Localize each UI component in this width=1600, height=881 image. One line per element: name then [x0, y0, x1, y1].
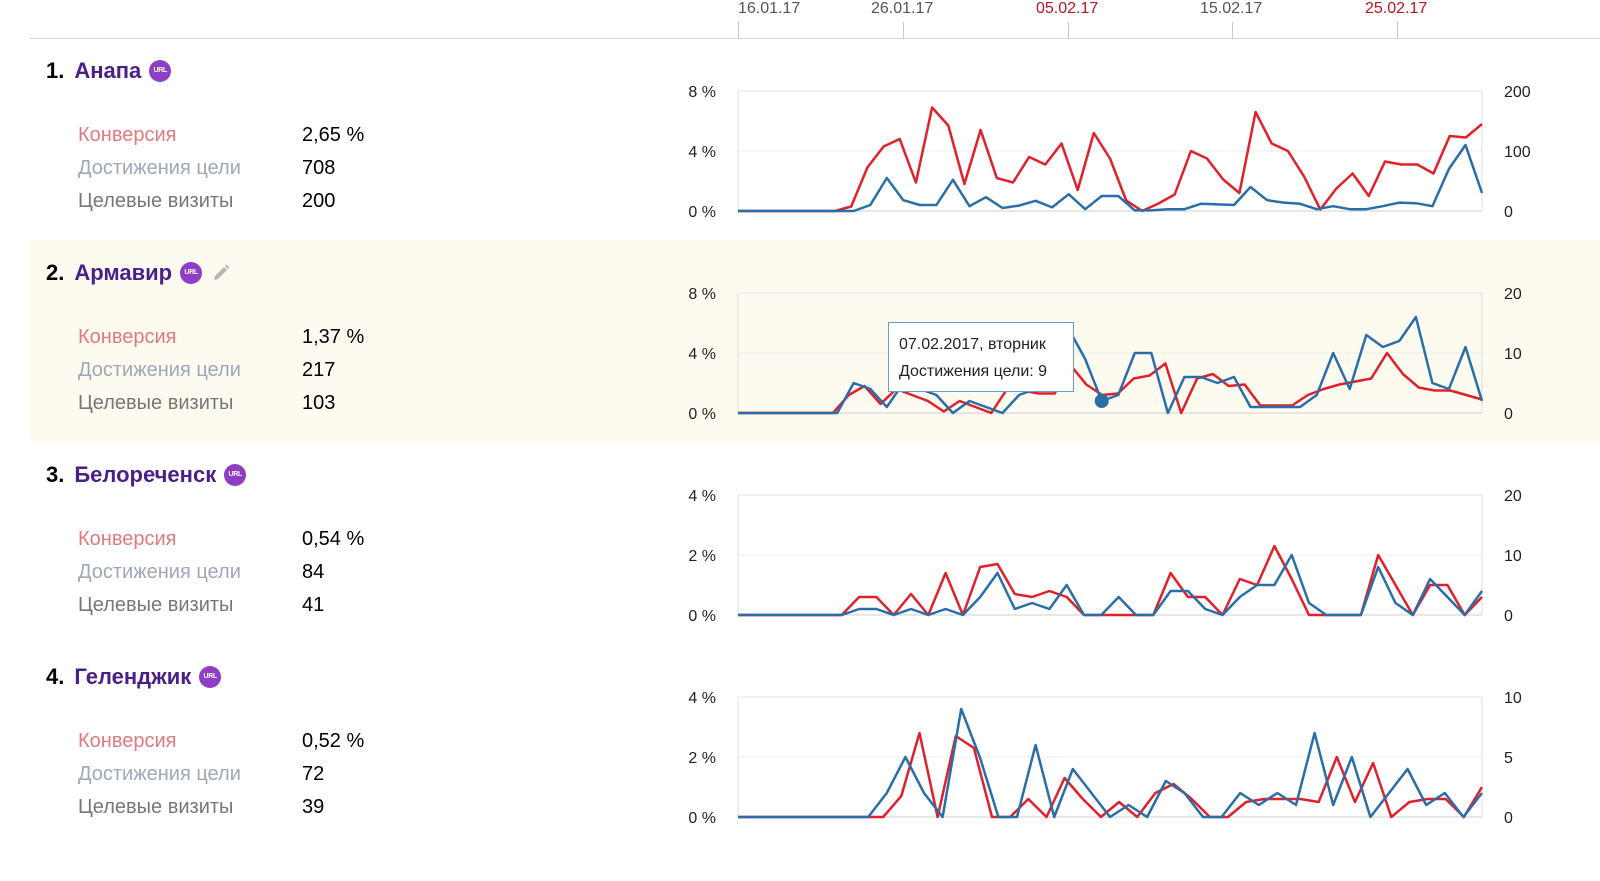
goals-value: 84 [302, 561, 325, 583]
goals-label: Достижения цели [78, 157, 241, 179]
region-row: 4. Геленджик URL Конверсия 0,52 % Достиж… [30, 644, 1600, 846]
timeline-date-label: 26.01.17 [871, 0, 934, 17]
chart-right-tick-label: 0 [1504, 204, 1513, 221]
chart-left-tick-label: 4 % [688, 690, 716, 707]
region-title: 4. Геленджик URL [46, 664, 222, 690]
goals-value: 72 [302, 763, 325, 785]
pencil-icon[interactable] [210, 262, 232, 284]
timeline-tick [903, 22, 904, 38]
region-name-link[interactable]: Армавир [74, 260, 173, 285]
region-name-link[interactable]: Белореченск [74, 462, 217, 487]
timeline-date-label: 15.02.17 [1200, 0, 1263, 17]
chart-left-tick-label: 0 % [688, 810, 716, 827]
chart-right-tick-label: 10 [1504, 690, 1522, 707]
visits-label: Целевые визиты [78, 594, 234, 616]
region-title: 2. Армавир URL [46, 260, 232, 286]
region-number: 3. [46, 462, 65, 487]
timeline-tick [1397, 22, 1398, 38]
chart-right-tick-label: 0 [1504, 608, 1513, 625]
date-timeline: 16.01.17 26.01.17 05.02.17 15.02.17 25.02.17 [0, 0, 1600, 40]
conversion-label: Конверсия [78, 528, 177, 550]
conversion-value: 0,54 % [302, 528, 365, 550]
chart-tooltip: 07.02.2017, вторник Достижения цели: 9 [888, 322, 1074, 392]
timeline-date-label: 05.02.17 [1036, 0, 1099, 17]
url-icon[interactable]: URL [149, 60, 172, 82]
chart-right-tick-label: 0 [1504, 810, 1513, 827]
chart-left-tick-label: 8 % [688, 286, 716, 303]
goals-value: 708 [302, 157, 336, 179]
chart-left-tick-label: 4 % [688, 488, 716, 505]
visits-label: Целевые визиты [78, 190, 234, 212]
chart-right-tick-label: 20 [1504, 286, 1522, 303]
conversion-value: 0,52 % [302, 730, 365, 752]
chart-hover-point [1094, 394, 1109, 408]
region-number: 4. [46, 664, 65, 689]
chart-left-tick-label: 0 % [688, 204, 716, 221]
chart-series-goals [738, 315, 1484, 415]
conversion-label: Конверсия [78, 124, 177, 146]
visits-label: Целевые визиты [78, 392, 234, 414]
visits-value: 200 [302, 190, 336, 212]
chart-right-tick-label: 5 [1504, 750, 1513, 767]
chart-series-conversion [738, 351, 1483, 415]
chart-left-tick-label: 8 % [688, 84, 716, 101]
url-icon[interactable]: URL [180, 262, 203, 284]
url-icon[interactable]: URL [199, 666, 222, 688]
timeline-date-label: 25.02.17 [1365, 0, 1428, 17]
region-name-link[interactable]: Геленджик [74, 664, 192, 689]
chart-right-tick-label: 200 [1504, 84, 1531, 101]
timeline-tick [1068, 22, 1069, 38]
chart-left-tick-label: 4 % [688, 144, 716, 161]
region-row: 3. Белореченск URL Конверсия 0,54 % Дост… [30, 442, 1600, 644]
tooltip-text: Достижения цели: 9 [899, 363, 1048, 380]
chart-left-tick-label: 2 % [688, 548, 716, 565]
goals-label: Достижения цели [78, 359, 241, 381]
visits-value: 39 [302, 796, 325, 818]
chart-left-tick-label: 4 % [688, 346, 716, 363]
chart-right-tick-label: 10 [1504, 346, 1522, 363]
region-number: 2. [46, 260, 65, 285]
chart-series-goals [738, 143, 1484, 213]
region-number: 1. [46, 58, 65, 83]
conversion-label: Конверсия [78, 730, 177, 752]
tooltip-date: 07.02.2017, вторник [899, 336, 1046, 353]
chart-left-tick-label: 2 % [688, 750, 716, 767]
goals-value: 217 [302, 359, 336, 381]
region-title: 3. Белореченск URL [46, 462, 247, 488]
chart-series-goals [738, 707, 1483, 819]
visits-label: Целевые визиты [78, 796, 234, 818]
conversion-label: Конверсия [78, 326, 177, 348]
visits-value: 41 [302, 594, 325, 616]
chart-series-conversion [738, 731, 1484, 819]
timeline-axis-line [30, 38, 1600, 39]
goals-label: Достижения цели [78, 763, 241, 785]
chart-series-goals [738, 553, 1484, 617]
chart-right-tick-label: 10 [1504, 548, 1522, 565]
timeline-tick [1232, 22, 1233, 38]
region-title: 1. Анапа URL [46, 58, 172, 84]
region-row: 1. Анапа URL Конверсия 2,65 % Достижения… [30, 38, 1600, 240]
goals-label: Достижения цели [78, 561, 241, 583]
timeline-tick [738, 22, 739, 38]
chart-left-tick-label: 0 % [688, 608, 716, 625]
chart-right-tick-label: 100 [1504, 144, 1531, 161]
region-name-link[interactable]: Анапа [74, 58, 142, 83]
visits-value: 103 [302, 392, 336, 414]
conversion-value: 2,65 % [302, 124, 365, 146]
chart-series-conversion [738, 106, 1483, 213]
chart-right-tick-label: 0 [1504, 406, 1513, 423]
chart-right-tick-label: 20 [1504, 488, 1522, 505]
timeline-date-label: 16.01.17 [738, 0, 801, 17]
chart-left-tick-label: 0 % [688, 406, 716, 423]
url-icon[interactable]: URL [224, 464, 247, 486]
conversion-value: 1,37 % [302, 326, 365, 348]
region-row: 2. Армавир URL Конверсия 1,37 % Достижен… [30, 240, 1600, 442]
